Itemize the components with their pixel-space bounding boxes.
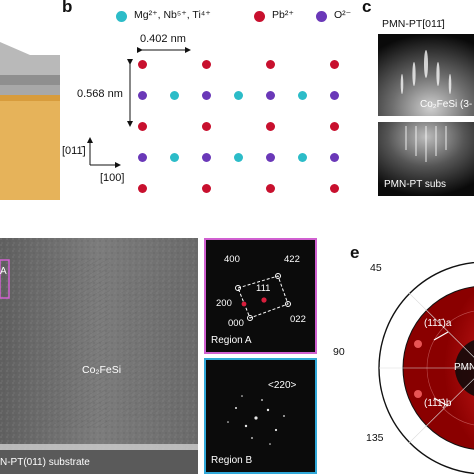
panel-label-c: c xyxy=(362,0,372,16)
pole-peak-b: (111̄)b xyxy=(424,398,452,409)
rheed-title: PMN-PT[011̄] xyxy=(382,18,445,30)
atom-o xyxy=(137,90,147,100)
atom-pb xyxy=(201,121,211,131)
film-stack-illustration xyxy=(0,0,60,205)
axis-right-label: [100] xyxy=(100,172,125,184)
tem-substrate-label: N-PT(011) substrate xyxy=(0,457,90,468)
atom-pb xyxy=(329,59,339,69)
pole-angle-135: 135 xyxy=(366,432,384,444)
atom-b-site xyxy=(297,152,307,162)
atom-o xyxy=(201,152,211,162)
pole-angle-90: 90 xyxy=(333,346,345,358)
rheed-substrate-label: PMN-PT subs xyxy=(384,179,447,190)
fft-region-b: <220> Region B xyxy=(204,358,317,474)
tem-region-marker: A xyxy=(0,266,7,277)
atom-o xyxy=(329,90,339,100)
legend-label-bmetal: Mg²⁺, Nb⁵⁺, Ti⁴⁺ xyxy=(134,9,211,21)
fft-a-label-000: 000 xyxy=(228,318,244,329)
atom-pb xyxy=(265,59,275,69)
legend-label-pb: Pb²⁺ xyxy=(272,9,294,21)
fft-b-region-label: Region B xyxy=(211,455,253,466)
atom-pb xyxy=(265,183,275,193)
tem-image: A Co₂FeSi N-PT(011) substrate xyxy=(0,238,198,474)
pole-figure xyxy=(378,262,474,474)
legend-dot-bmetal xyxy=(116,11,127,22)
atom-b-site xyxy=(169,90,179,100)
fft-b-label: <220> xyxy=(268,380,297,391)
atom-pb xyxy=(137,121,147,131)
dim-horizontal-label: 0.402 nm xyxy=(140,33,186,45)
panel-label-b: b xyxy=(62,0,73,16)
atom-b-site xyxy=(297,90,307,100)
panel-label-e: e xyxy=(350,243,360,262)
fft-region-a: 400 422 111 200 000 022 Region A xyxy=(204,238,317,354)
fft-a-label-022: 022 xyxy=(290,314,306,325)
legend-dot-pb xyxy=(254,11,265,22)
atom-o xyxy=(265,152,275,162)
pole-angle-45: 45 xyxy=(370,262,382,274)
atom-b-site xyxy=(233,90,243,100)
fft-a-region-label: Region A xyxy=(211,335,252,346)
atom-pb xyxy=(137,59,147,69)
pole-center-label: PMN xyxy=(454,362,474,373)
rheed-film-label: Co₂FeSi (3- xyxy=(420,99,473,110)
atom-pb xyxy=(265,121,275,131)
atom-b-site xyxy=(169,152,179,162)
rheed-pattern-substrate: PMN-PT subs xyxy=(378,122,474,196)
atom-pb xyxy=(329,183,339,193)
legend-label-o: O²⁻ xyxy=(334,9,352,21)
atom-o xyxy=(201,90,211,100)
tem-film-label: Co₂FeSi xyxy=(82,364,122,376)
atom-o xyxy=(329,152,339,162)
atom-pb xyxy=(329,121,339,131)
legend-dot-o xyxy=(316,11,327,22)
atom-b-site xyxy=(233,152,243,162)
axis-up-label: [011̄] xyxy=(62,145,86,157)
fft-a-label-400: 400 xyxy=(224,254,240,265)
pole-peak-a: (111̄)a xyxy=(424,318,452,329)
dim-vertical-label: 0.568 nm xyxy=(77,88,123,100)
fft-a-label-200: 200 xyxy=(216,298,232,309)
fft-a-label-111: 111 xyxy=(256,283,271,294)
atom-pb xyxy=(137,183,147,193)
fft-a-label-422: 422 xyxy=(284,254,300,265)
rheed-pattern-film: Co₂FeSi (3- xyxy=(378,34,474,116)
atom-o xyxy=(137,152,147,162)
atom-pb xyxy=(201,59,211,69)
atom-pb xyxy=(201,183,211,193)
lattice-dimension-arrows xyxy=(87,47,191,168)
atom-o xyxy=(265,90,275,100)
